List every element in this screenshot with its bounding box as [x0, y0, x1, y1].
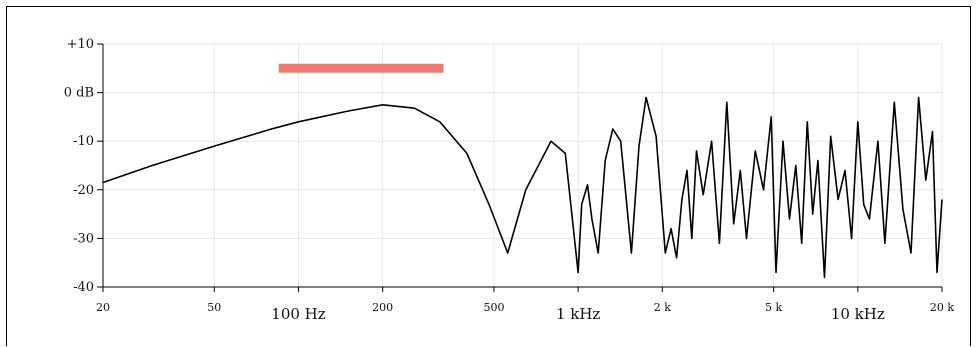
x-tick-label: 10 kHz	[831, 305, 885, 323]
x-tick-label: 1 kHz	[556, 305, 600, 323]
x-tick-label: 20 k	[930, 301, 954, 314]
y-tick-label: -30	[73, 231, 94, 246]
x-tick-label: 500	[483, 301, 504, 314]
x-tick-label: 50	[207, 301, 221, 314]
x-tick-label: 200	[372, 301, 393, 314]
response-curve	[102, 96, 943, 279]
x-tick-label: 2 k	[654, 301, 671, 314]
y-tick-label: 0 dB	[64, 86, 94, 101]
y-tick-label: -10	[73, 134, 94, 149]
y-tick-label: -40	[73, 280, 94, 295]
x-tick-label: 20	[96, 301, 110, 314]
x-tick-label: 5 k	[765, 301, 782, 314]
y-tick-label: -20	[73, 183, 94, 198]
chart-frame: +10 0 dB -10 -20 -30 -40 20 50 100 Hz 200 500 1 kHz…	[6, 6, 971, 346]
x-tick-label: 100 Hz	[271, 305, 325, 323]
y-tick-label: +10	[67, 37, 94, 52]
